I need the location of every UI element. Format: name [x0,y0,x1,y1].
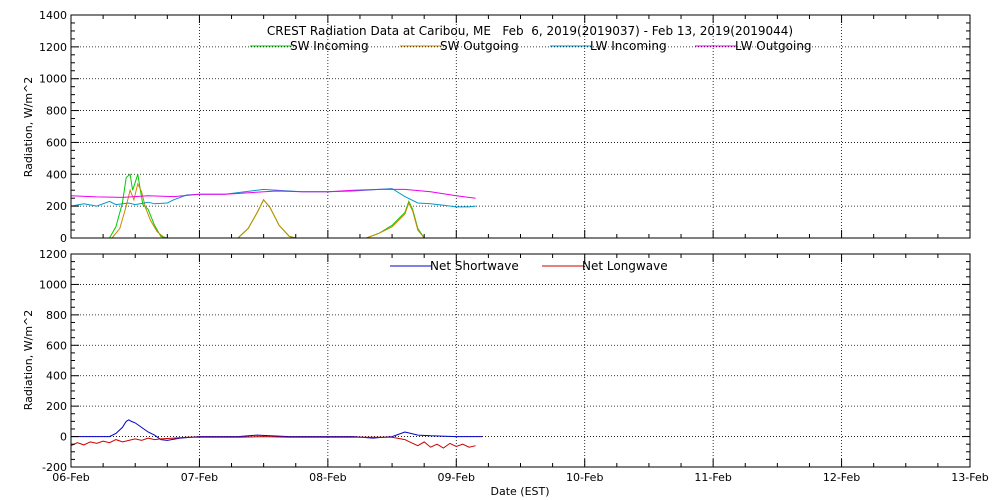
top-panel-grid [71,15,970,238]
x-tick-label: 07-Feb [181,471,218,484]
top-y-tick-label: 800 [46,105,67,118]
top-y-tick-label: 400 [46,168,67,181]
top-y-tick-label: 200 [46,200,67,213]
x-tick-label: 12-Feb [823,471,860,484]
bottom-panel-legend: Net Shortwave Net Longwave [390,259,668,273]
top-panel-y-axis-label: Radiation, W/m^2 [22,77,35,178]
top-panel: 0 200 400 600 800 1000 1200 1400 Radiation, W/m… [22,9,971,245]
top-y-tick-label: 1200 [39,41,67,54]
bottom-y-tick-label: 0 [60,431,67,444]
legend-label-lw-incoming: LW Incoming [590,39,667,53]
legend-label-net-longwave: Net Longwave [582,259,668,273]
legend-label-net-shortwave: Net Shortwave [430,259,519,273]
x-tick-label: 13-Feb [951,471,988,484]
top-panel-frame [70,14,971,239]
bottom-panel-y-ticks: -200 0 200 400 600 800 1000 1200 [39,248,971,474]
top-panel-y-ticks: 0 200 400 600 800 1000 1200 1400 [39,9,971,245]
bottom-y-tick-label: 1000 [39,278,67,291]
top-y-tick-label: 0 [60,232,67,245]
legend-label-sw-outgoing: SW Outgoing [440,39,519,53]
x-tick-label: 11-Feb [694,471,731,484]
series-line-lw-incoming [70,188,476,208]
bottom-y-tick-label: 400 [46,370,67,383]
top-y-tick-label: 1400 [39,9,67,22]
chart-title: CREST Radiation Data at Caribou, ME Feb … [267,24,793,38]
top-panel-legend: SW Incoming SW Outgoing LW Incoming LW Outg… [250,39,812,53]
bottom-y-tick-label: -200 [42,461,67,474]
bottom-y-tick-label: 800 [46,309,67,322]
series-line-net-longwave [70,436,476,449]
x-tick-label: 10-Feb [566,471,603,484]
x-tick-label: 09-Feb [438,471,475,484]
x-tick-label: 06-Feb [52,471,89,484]
series-line-sw-outgoing [111,182,425,239]
series-line-net-shortwave [71,419,482,441]
legend-label-lw-outgoing: LW Outgoing [735,39,812,53]
x-tick-label: 08-Feb [309,471,346,484]
bottom-y-tick-label: 200 [46,400,67,413]
bottom-panel-frame [70,253,971,468]
x-ticks: 06-Feb 07-Feb 08-Feb 09-Feb 10-Feb 11-Feb 12-F… [52,471,988,484]
legend-label-sw-incoming: SW Incoming [290,39,369,53]
bottom-panel-y-axis-label: Radiation, W/m^2 [22,310,35,411]
bottom-panel-grid [71,254,970,467]
bottom-y-tick-label: 1200 [39,248,67,261]
x-axis-label: Date (EST) [490,485,549,498]
top-y-tick-label: 600 [46,136,67,149]
bottom-panel: -200 0 200 400 600 800 1000 1200 Radiation, W/m… [22,248,971,474]
bottom-panel-series [70,419,482,449]
series-line-lw-outgoing [70,188,476,199]
top-y-tick-label: 1000 [39,73,67,86]
top-panel-series [70,173,476,239]
bottom-y-tick-label: 600 [46,339,67,352]
